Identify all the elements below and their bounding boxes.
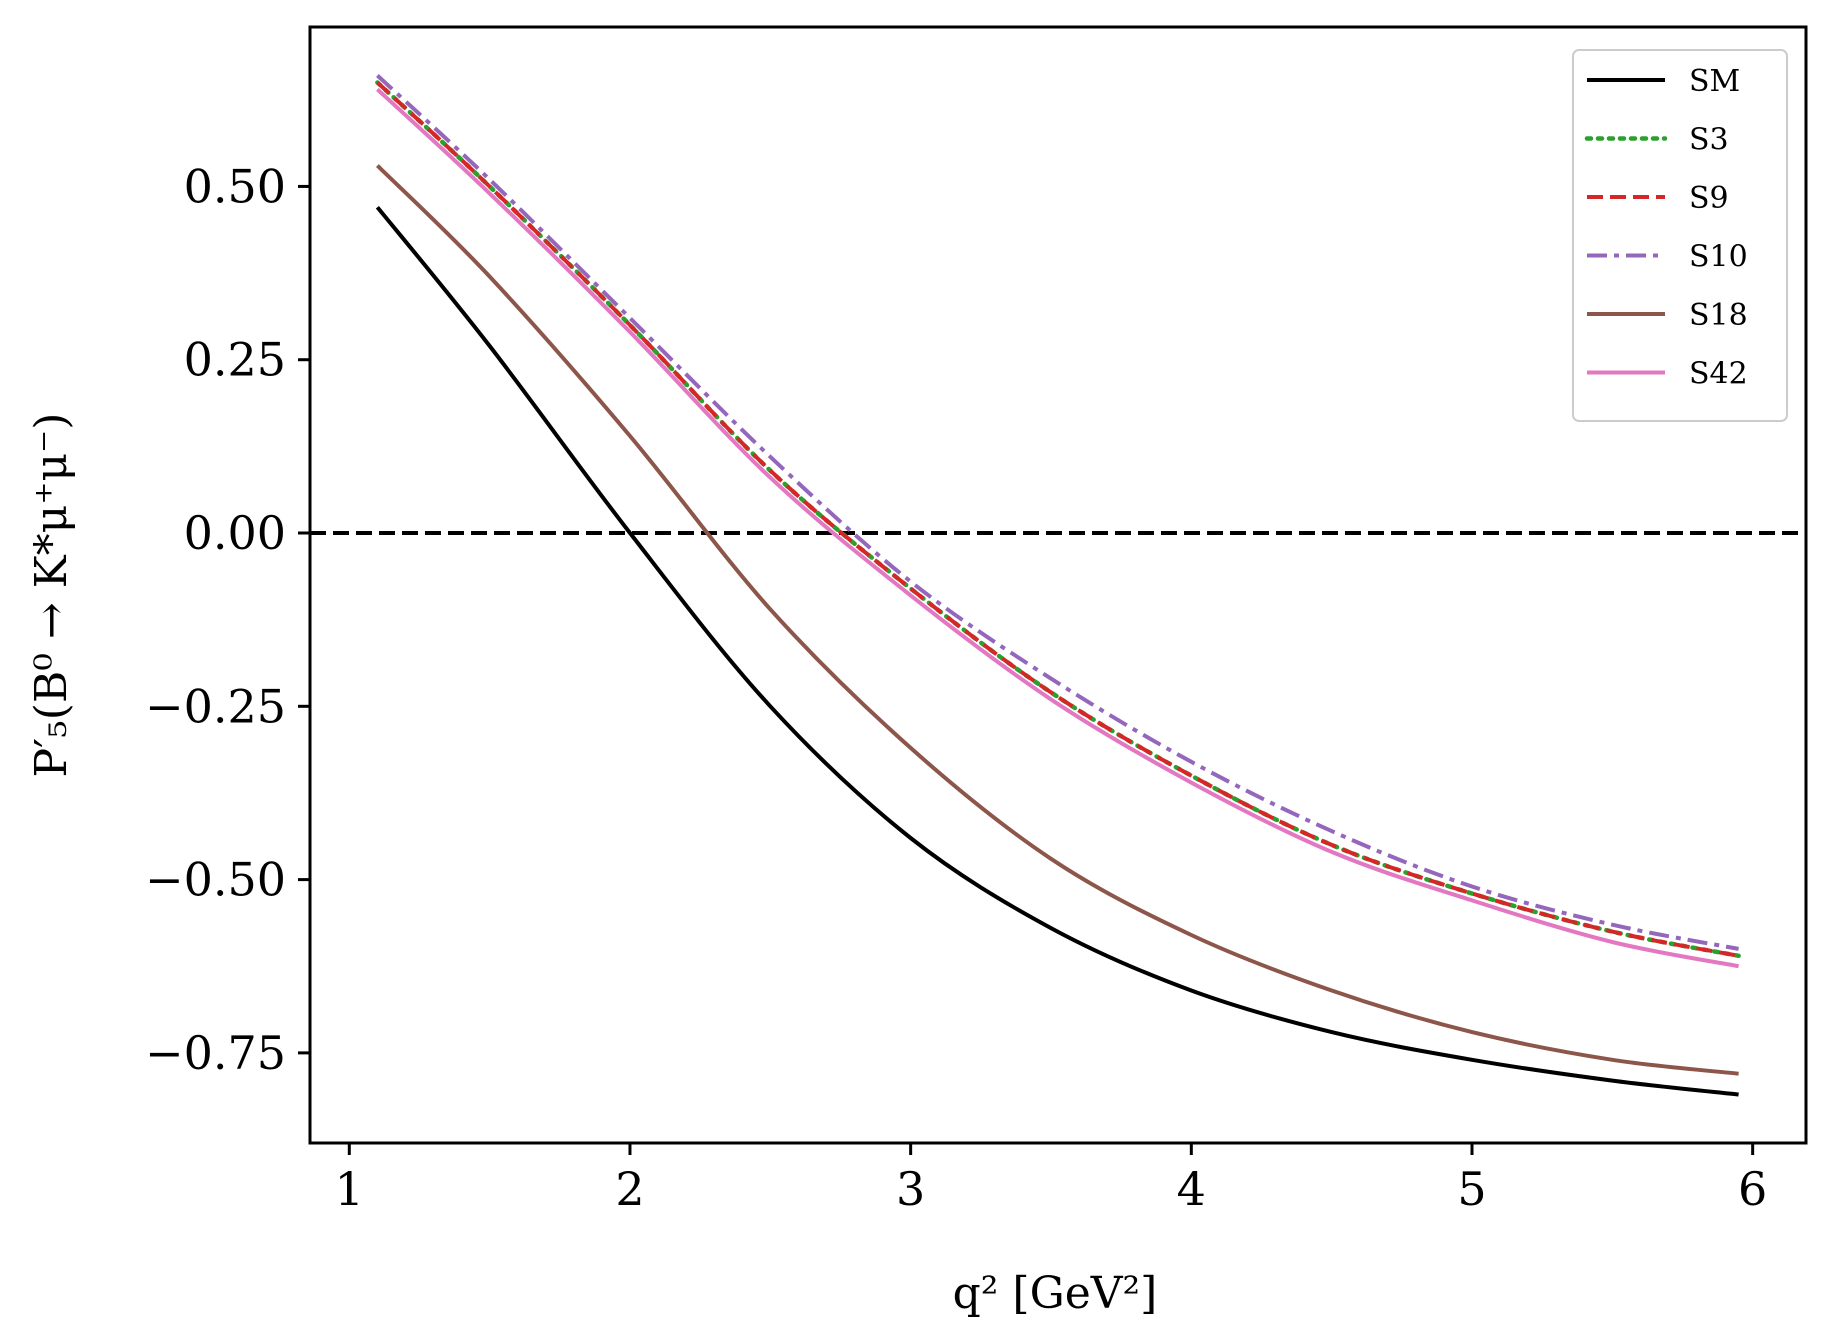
- legend-label-s18: S18: [1689, 298, 1748, 333]
- x-tick-label: 1: [335, 1162, 364, 1216]
- y-tick-label: 0.00: [184, 506, 286, 560]
- plot-layer: [310, 74, 1806, 1097]
- x-tick-label: 3: [896, 1162, 925, 1216]
- x-axis-label: q² [GeV²]: [953, 1268, 1158, 1319]
- y-tick-label: −0.25: [145, 679, 286, 733]
- series-line-s42: [376, 87, 1739, 969]
- y-tick-label: 0.50: [184, 159, 286, 213]
- legend-label-s10: S10: [1689, 240, 1748, 275]
- x-tick-label: 5: [1457, 1162, 1486, 1216]
- y-tick-label: 0.25: [184, 333, 286, 387]
- x-tick-label: 6: [1738, 1162, 1767, 1216]
- legend-box: [1572, 49, 1788, 422]
- legend: SM S3 S9 S10 S18 S42: [1572, 49, 1788, 422]
- x-tick-label: 4: [1177, 1162, 1206, 1216]
- series-line-s10: [376, 74, 1739, 951]
- legend-label-sm: SM: [1689, 64, 1740, 99]
- y-axis-label: P′₅(B⁰ → K*μ⁺μ⁻): [26, 413, 77, 778]
- y-tick-label: −0.75: [145, 1026, 286, 1080]
- series-line-s18: [375, 164, 1739, 1076]
- legend-label-s3: S3: [1689, 123, 1729, 158]
- series-line-s3: [375, 80, 1741, 959]
- legend-label-s9: S9: [1689, 181, 1729, 216]
- plot-frame: [308, 25, 1808, 1145]
- series-line-s9: [376, 81, 1739, 958]
- series-line-sm: [375, 205, 1739, 1097]
- x-tick-label: 2: [615, 1162, 644, 1216]
- y-tick-label: −0.50: [145, 853, 286, 907]
- axes-layer: 1 2 3 4 5 6 0.50 0.25 0.00 −0.25 −0.50 −0.75: [145, 25, 1808, 1216]
- legend-label-s42: S42: [1689, 357, 1748, 392]
